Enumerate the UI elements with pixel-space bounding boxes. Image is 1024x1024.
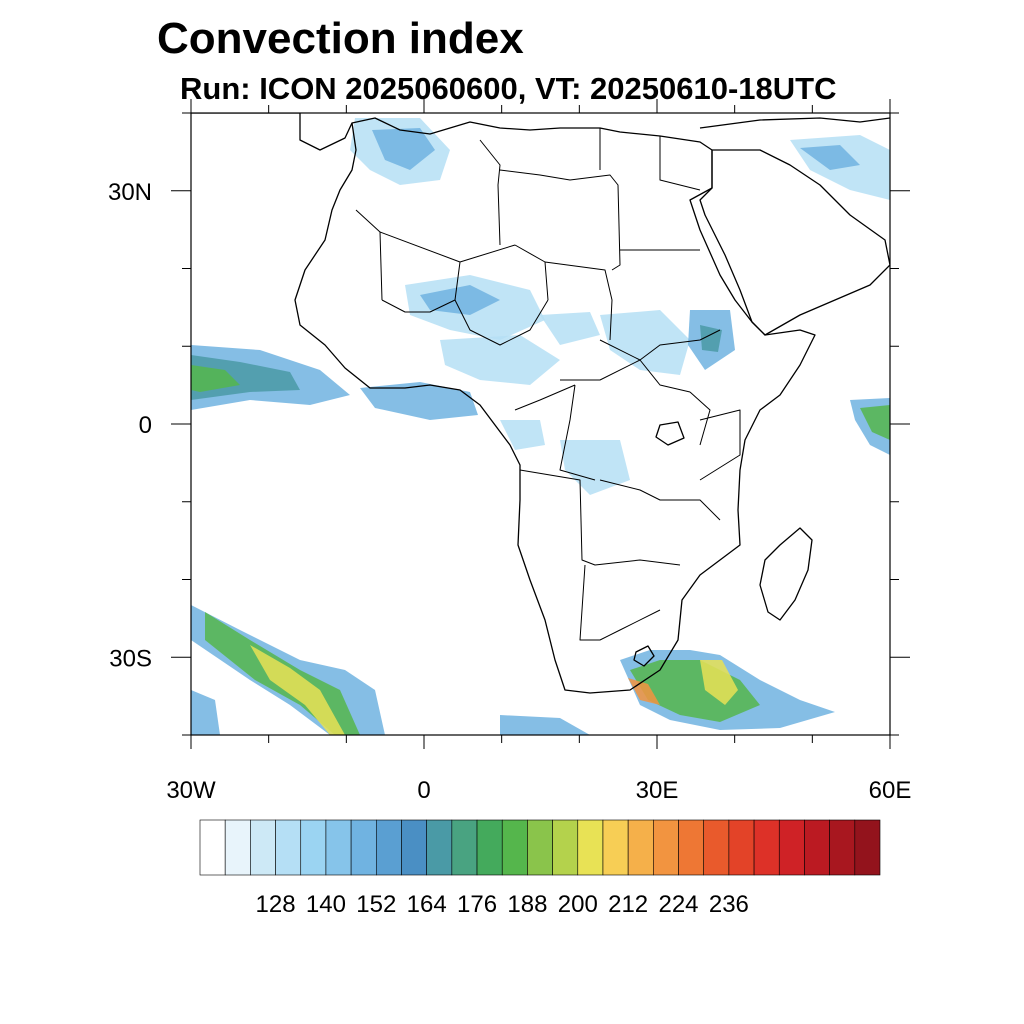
colorbar-swatch: [476, 819, 503, 876]
colorbar-swatch: [753, 819, 780, 876]
colorbar-swatch: [703, 819, 730, 876]
colorbar-swatch: [275, 819, 302, 876]
colorbar-label: 152: [356, 891, 396, 918]
convection-region: [191, 365, 240, 392]
lat-tick-label: 0: [139, 412, 152, 439]
lon-tick-label: 60E: [869, 777, 912, 804]
colorbar-swatch: [325, 819, 352, 876]
colorbar-label: 200: [558, 891, 598, 918]
colorbar-swatch: [224, 819, 251, 876]
convection-region: [860, 405, 890, 440]
colorbar-swatch: [401, 819, 427, 876]
map-title: Convection index: [157, 14, 524, 63]
colorbar-label: 188: [507, 891, 547, 918]
colorbar-swatch: [199, 819, 226, 876]
colorbar-label: 140: [306, 891, 346, 918]
colorbar-swatch: [501, 819, 528, 876]
colorbar-label: 164: [407, 891, 447, 918]
convection-region: [800, 145, 860, 170]
colorbar-swatch: [678, 819, 705, 876]
madagascar-coastline: [759, 527, 813, 621]
axis-tick-labels: 30W 0 30E 60E 30N 0 30S: [108, 179, 911, 804]
colorbar-label: 176: [457, 891, 497, 918]
convection-region: [372, 128, 435, 170]
africa-coastline: [294, 117, 816, 694]
lat-tick-label: 30N: [108, 179, 152, 206]
colorbar-swatch: [375, 819, 402, 876]
colorbar-swatch: [778, 819, 805, 876]
colorbar-swatch: [854, 819, 881, 876]
lon-tick-label: 30E: [636, 777, 679, 804]
convection-region: [500, 420, 545, 450]
europe-coastline: [191, 113, 353, 151]
colorbar-labels: 128 140 152 164 176 188 200 212 224 236: [256, 891, 749, 918]
convection-field: [191, 118, 890, 735]
lon-tick-label: 30W: [166, 777, 216, 804]
convection-region: [560, 440, 630, 495]
country-borders: [355, 128, 741, 641]
convection-region: [600, 310, 690, 375]
convection-region: [360, 382, 478, 420]
colorbar-swatch: [552, 819, 579, 876]
colorbar-swatch: [300, 819, 327, 876]
colorbar-swatch: [829, 819, 856, 876]
convection-region: [250, 645, 345, 735]
colorbar: [199, 819, 881, 876]
convection-region: [191, 690, 220, 735]
colorbar-swatch: [653, 819, 679, 876]
colorbar-swatch: [426, 819, 453, 876]
colorbar-label: 236: [709, 891, 749, 918]
colorbar-swatch: [527, 819, 553, 876]
lake-victoria: [655, 421, 685, 446]
lat-tick-label: 30S: [109, 645, 152, 672]
convection-region: [440, 335, 560, 385]
colorbar-swatch: [451, 819, 478, 876]
colorbar-swatch: [728, 819, 755, 876]
convection-region: [540, 312, 600, 345]
colorbar-swatch: [350, 819, 377, 876]
axis-ticks: [171, 99, 910, 749]
convection-region: [628, 678, 660, 705]
colorbar-swatch: [627, 819, 654, 876]
turkey-coastline: [699, 117, 890, 129]
convection-region: [700, 660, 738, 705]
lon-tick-label: 0: [417, 777, 430, 804]
convection-region: [500, 715, 590, 735]
colorbar-label: 224: [658, 891, 698, 918]
colorbar-swatch: [804, 819, 830, 876]
coastlines: [191, 113, 890, 694]
colorbar-label: 128: [256, 891, 296, 918]
lesotho-border: [633, 645, 655, 667]
colorbar-swatch: [577, 819, 604, 876]
arabia-coastline: [699, 149, 890, 336]
colorbar-swatch: [250, 819, 276, 876]
colorbar-label: 212: [608, 891, 648, 918]
colorbar-swatch: [602, 819, 629, 876]
map-subtitle: Run: ICON 2025060600, VT: 20250610-18UTC: [180, 71, 837, 106]
